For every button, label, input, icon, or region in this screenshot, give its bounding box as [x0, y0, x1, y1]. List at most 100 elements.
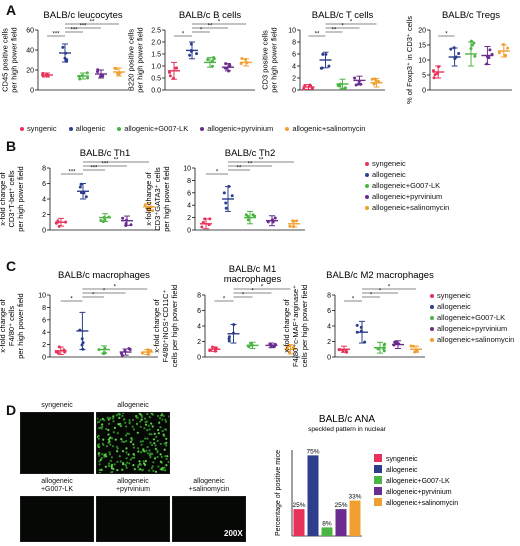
group-3	[266, 215, 278, 227]
legend-c: syngeneic allogeneic allogeneic+G007-LK all…	[430, 290, 514, 345]
data-point	[291, 345, 295, 349]
speckle	[129, 458, 132, 461]
data-point	[497, 51, 501, 55]
data-point	[506, 46, 510, 50]
legend-swatch	[200, 126, 205, 131]
speckle	[158, 421, 161, 424]
bar-3	[335, 509, 347, 536]
speckle	[161, 418, 164, 421]
y-tick-label: 8	[187, 178, 191, 185]
speckle	[131, 425, 134, 428]
y-axis-label: x-fold change ofF4/80⁺ cellsper high pow…	[0, 293, 25, 358]
y-tick-label: 2	[42, 342, 46, 349]
speckle	[100, 456, 103, 460]
speckle	[150, 433, 153, 436]
y-tick-label: 4	[327, 324, 331, 331]
group-1	[227, 323, 240, 344]
speckle	[98, 463, 101, 466]
legend-item: allogeneic+G007-LK	[365, 180, 449, 191]
data-point	[253, 214, 257, 218]
data-point	[353, 76, 357, 80]
panel-letter-c: C	[6, 258, 17, 274]
group-0	[54, 217, 68, 228]
significance-label: *	[242, 293, 245, 299]
speckle	[140, 451, 143, 454]
y-tick-label: 10	[183, 166, 191, 173]
speckle	[139, 440, 142, 443]
data-point	[86, 76, 90, 80]
data-point	[168, 74, 172, 78]
y-tick-label: 60	[26, 28, 34, 35]
speckle	[140, 414, 143, 418]
group-2	[374, 341, 387, 354]
y-tick-label: 4	[42, 330, 46, 337]
speckle	[107, 438, 110, 441]
speckle	[119, 460, 122, 463]
group-2	[99, 213, 111, 224]
bar-chart-subtitle: speckled pattern in nuclear	[308, 426, 387, 433]
speckle	[165, 420, 168, 423]
speckle	[126, 461, 129, 464]
group-2	[465, 39, 477, 67]
data-point	[338, 84, 342, 88]
speckle	[165, 464, 168, 467]
speckle	[146, 413, 149, 416]
group-3	[392, 340, 404, 349]
speckle	[144, 423, 148, 426]
speckle	[113, 463, 116, 466]
data-point	[457, 51, 461, 55]
significance-label: ***	[79, 24, 87, 30]
y-tick-label: 0	[327, 355, 331, 362]
data-point	[504, 53, 508, 57]
group-0	[41, 71, 53, 78]
speckle	[163, 448, 166, 451]
data-point	[78, 185, 82, 189]
speckle	[139, 463, 142, 466]
group-3	[121, 215, 133, 227]
data-point	[382, 343, 386, 347]
speckle	[104, 465, 107, 468]
micro-image-syngeneic	[20, 412, 94, 474]
y-tick-label: 10	[38, 293, 46, 300]
group-4	[288, 219, 300, 229]
y-tick-label: 2	[292, 76, 296, 83]
micro-label-pyrvinium: allogeneic +pyrvinium	[115, 478, 151, 493]
legend-label: syngenic	[27, 124, 57, 133]
speckle	[164, 418, 167, 422]
speckle	[122, 418, 126, 421]
chart-A3: BALB/c T cells 0 2 4 6 8 10 CD3 positive cellsp…	[261, 10, 385, 95]
speckle	[97, 445, 100, 448]
y-tick-label: 0	[422, 88, 426, 95]
data-point	[206, 58, 210, 62]
speckle	[161, 429, 164, 433]
speckle	[116, 450, 119, 453]
bar-legend-swatch	[374, 465, 382, 473]
bar-legend-label: allogeneic+pyrvinium	[386, 489, 452, 496]
speckle	[131, 418, 135, 422]
significance-label: *	[218, 20, 221, 26]
group-2	[77, 71, 90, 81]
significance-label: *	[352, 297, 355, 303]
speckle	[140, 443, 143, 446]
speckle	[98, 454, 101, 457]
y-tick-label: 1.5	[151, 52, 161, 59]
data-point	[321, 52, 325, 56]
data-point	[240, 57, 244, 61]
significance-label: **	[315, 32, 320, 38]
data-point	[288, 224, 292, 228]
legend-b: syngeneic allogeneic allogeneic+G007-LK all…	[365, 158, 449, 213]
significance-label: **	[114, 158, 119, 164]
bar-value-label: 33%	[348, 494, 361, 501]
speckle	[159, 426, 162, 429]
speckle	[125, 466, 128, 469]
speckle	[98, 427, 101, 430]
speckle	[112, 445, 115, 448]
speckle	[157, 465, 160, 468]
speckle	[165, 457, 168, 461]
speckle	[103, 455, 106, 458]
speckle	[107, 464, 110, 467]
y-axis-label: x-fold change ofF4/80⁺iNOS⁺CD11C⁺cells p…	[152, 285, 179, 368]
speckle	[102, 438, 105, 441]
speckle	[148, 469, 151, 472]
